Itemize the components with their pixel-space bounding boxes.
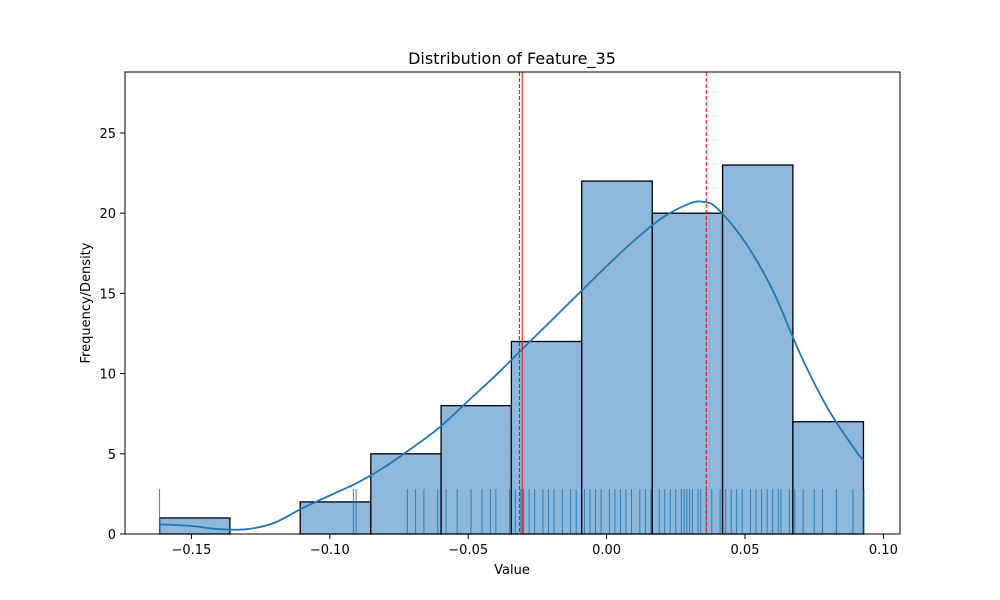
x-axis: −0.15 −0.10 −0.05 0.00 0.05 0.10 (172, 534, 898, 558)
y-tick-label: 15 (99, 287, 116, 302)
y-tick-label: 0 (108, 528, 116, 543)
x-axis-label: Value (494, 563, 530, 578)
kde-curve (159, 200, 865, 531)
x-tick-label: −0.15 (172, 543, 212, 558)
plot-area (124, 71, 901, 535)
x-tick-label: −0.05 (448, 543, 488, 558)
x-tick-label: 0.00 (592, 543, 621, 558)
y-axis: 0 5 10 15 20 25 (99, 127, 125, 543)
histogram-bar (581, 180, 653, 535)
y-tick-label: 5 (108, 448, 116, 463)
histogram-bar (651, 212, 724, 535)
x-tick-label: −0.10 (310, 543, 350, 558)
histogram-bar (792, 421, 865, 535)
y-axis-label: Frequency/Density (79, 242, 94, 363)
histogram-bar (510, 340, 583, 535)
y-tick-label: 20 (99, 207, 116, 222)
y-tick-label: 25 (99, 127, 116, 142)
x-tick-label: 0.10 (869, 543, 898, 558)
histogram-bar (370, 453, 442, 535)
y-tick-label: 10 (99, 368, 116, 383)
chart-title: Distribution of Feature_35 (408, 49, 616, 69)
plot-frame (124, 71, 901, 535)
histogram-bar (440, 405, 513, 535)
histogram-bar (721, 164, 794, 535)
histogram-bar (299, 501, 372, 535)
x-tick-label: 0.05 (731, 543, 760, 558)
